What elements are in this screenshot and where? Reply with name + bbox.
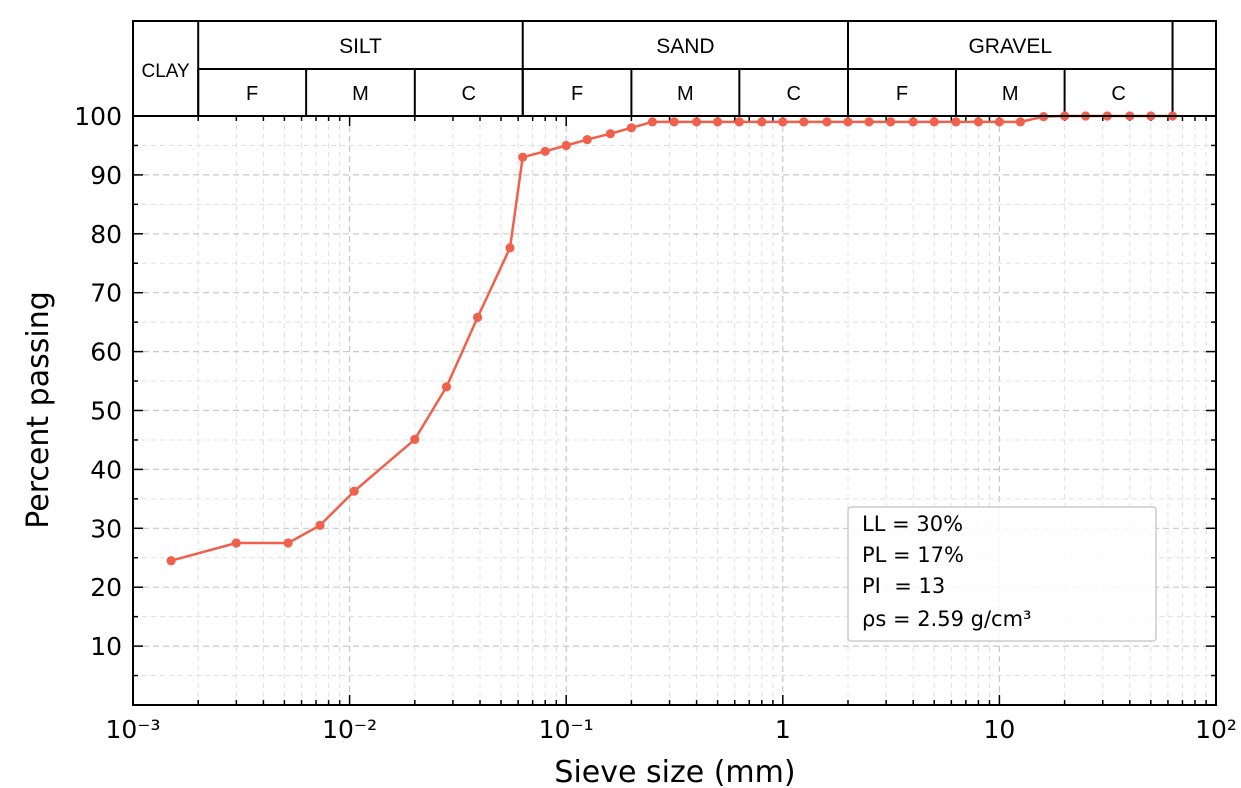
y-tick-label: 70	[90, 279, 122, 308]
data-point	[349, 486, 359, 496]
band-sublabel-f: F	[571, 83, 583, 105]
x-tick-label: 10²	[1195, 715, 1237, 744]
data-point	[734, 117, 744, 127]
y-tick-label: 80	[90, 220, 122, 249]
x-tick-label: 10⁻²	[322, 715, 377, 744]
y-axis-title: Percent passing	[21, 291, 56, 529]
liquid-limit-label: LL = 30%	[862, 512, 963, 536]
data-point	[669, 117, 679, 127]
band-sublabel-c: C	[462, 83, 476, 105]
data-point	[822, 117, 832, 127]
band-sublabel-m: M	[352, 83, 369, 105]
data-point	[757, 117, 767, 127]
data-point	[1015, 117, 1025, 127]
data-point	[692, 117, 702, 127]
data-point	[994, 117, 1005, 127]
band-label-sand: SAND	[656, 35, 714, 58]
x-tick-label: 10⁻¹	[539, 715, 594, 744]
data-point	[540, 146, 550, 156]
data-point	[713, 117, 723, 127]
data-point	[626, 123, 637, 133]
data-point	[505, 243, 515, 253]
plastic-limit-label: PL = 17%	[862, 543, 964, 567]
x-tick-label: 10	[983, 715, 1015, 744]
band-label-gravel: GRAVEL	[968, 35, 1052, 58]
data-point	[908, 117, 918, 127]
x-tick-label: 10⁻³	[105, 715, 160, 744]
data-point	[951, 117, 961, 127]
x-axis-title: Sieve size (mm)	[554, 755, 795, 788]
band-sublabel-m: M	[677, 83, 694, 105]
y-tick-label: 60	[90, 338, 122, 367]
x-tick-label: 1	[775, 715, 791, 744]
soil-properties-box-frame	[847, 506, 1157, 642]
particle-density-label: ρs = 2.59 g/cm³	[862, 607, 1031, 631]
data-point	[647, 117, 658, 127]
band-sublabel-f: F	[246, 83, 258, 105]
data-point	[410, 434, 420, 444]
y-tick-label: 90	[90, 161, 122, 190]
band-sublabel-f: F	[896, 83, 908, 105]
band-sublabel-c: C	[786, 83, 800, 105]
data-point	[605, 129, 616, 139]
data-point	[886, 117, 896, 127]
plot-frame	[132, 115, 1217, 706]
x-tick-labels: 10⁻³ 10⁻² 10⁻¹ 1 10 10²	[105, 715, 1236, 744]
data-point	[283, 538, 293, 548]
data-point	[561, 140, 571, 151]
data-point	[799, 117, 809, 127]
plot-border	[132, 115, 1217, 706]
data-point	[231, 538, 241, 548]
data-point	[582, 135, 592, 145]
soil-properties-box: LL = 30% PL = 17% PI = 13 ρs = 2.59 g/cm…	[847, 506, 1157, 642]
y-tick-label: 30	[90, 514, 122, 543]
data-point	[473, 312, 483, 322]
plasticity-index-label: PI = 13	[862, 574, 945, 598]
y-tick-labels: 10 20 30 40 50 60 70 80 90 100	[74, 102, 122, 661]
soil-classification-bands: CLAY SILT SAND GRAVEL F M C F M C F M C	[132, 20, 1217, 117]
data-point	[929, 117, 939, 127]
data-point	[864, 117, 874, 127]
data-point	[441, 382, 452, 392]
data-point	[315, 520, 325, 531]
band-sublabel-c: C	[1111, 83, 1125, 105]
gradation-series	[166, 111, 1178, 566]
band-label-silt: SILT	[339, 35, 382, 58]
y-tick-label: 40	[90, 455, 122, 484]
band-sublabel-m: M	[1002, 83, 1019, 105]
data-point	[166, 556, 176, 566]
band-label-clay: CLAY	[141, 61, 190, 82]
y-tick-label: 20	[90, 573, 122, 602]
data-point	[843, 117, 853, 127]
y-tick-label: 100	[74, 102, 122, 131]
gradation-curve	[170, 114, 1173, 562]
data-point	[778, 117, 788, 127]
data-point	[518, 152, 528, 162]
data-point	[973, 117, 984, 127]
y-tick-label: 10	[90, 632, 122, 661]
y-tick-label: 50	[90, 397, 122, 426]
